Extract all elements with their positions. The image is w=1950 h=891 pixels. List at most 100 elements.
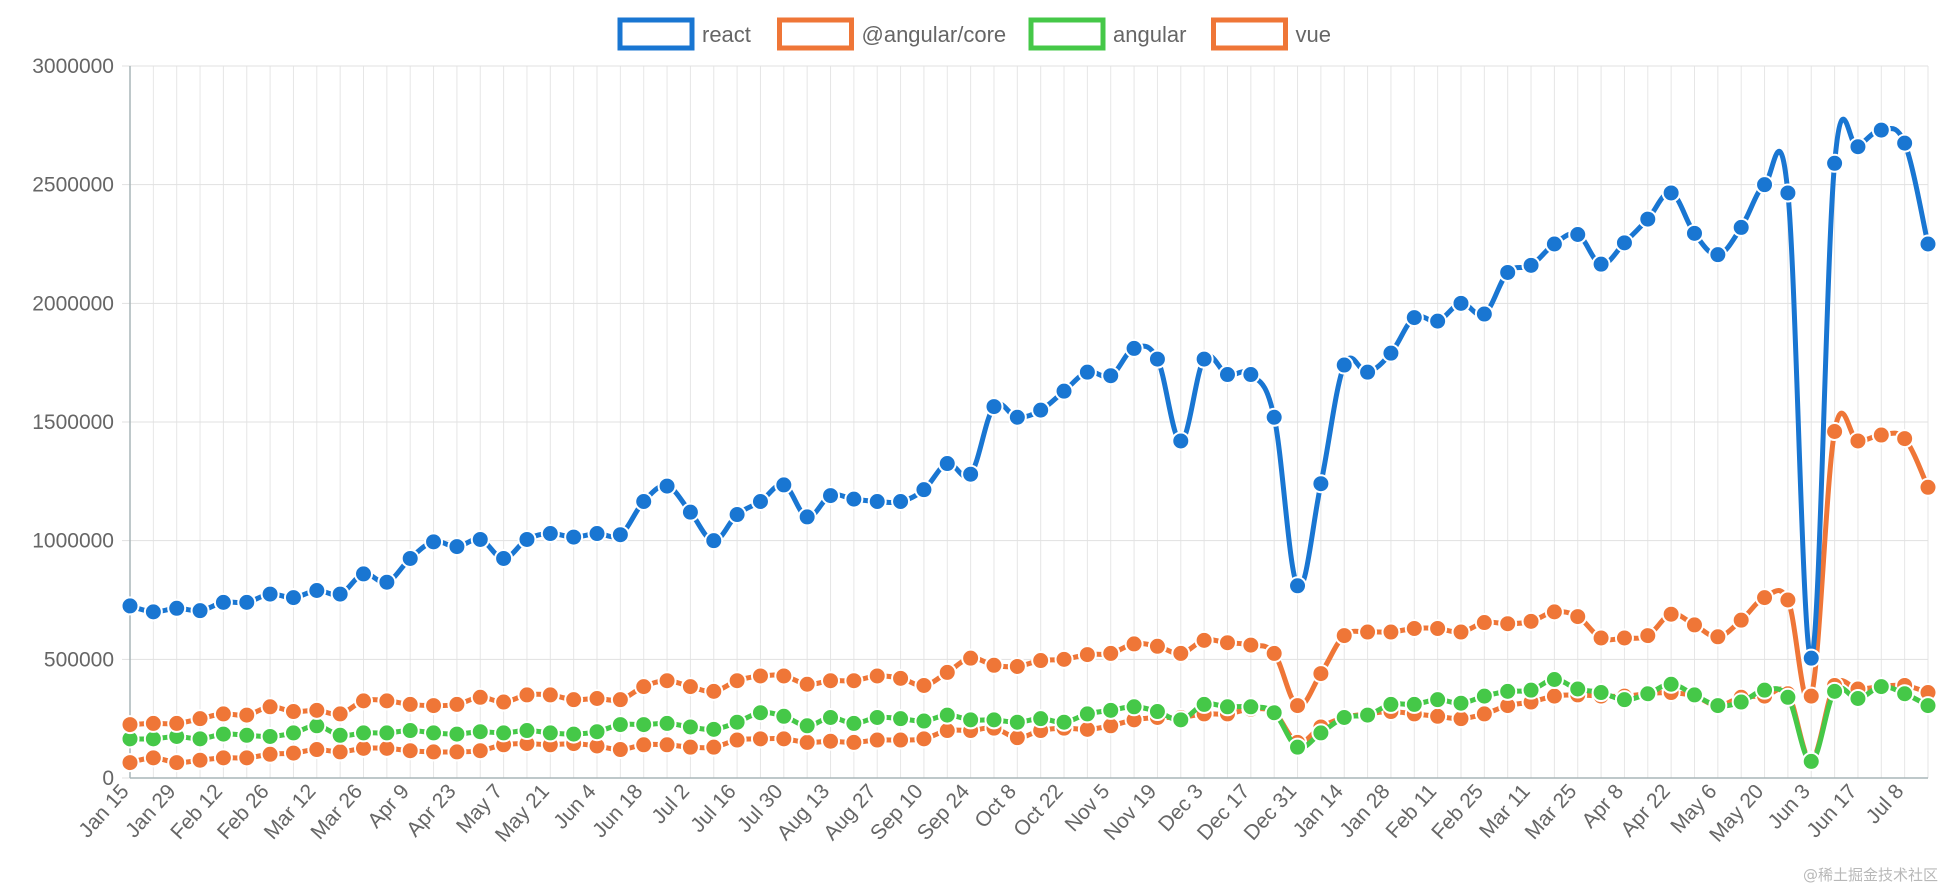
data-point-vue	[657, 735, 677, 755]
data-point-angular	[1404, 694, 1424, 714]
data-point-angular	[400, 721, 420, 741]
data-point-react	[1171, 431, 1191, 451]
data-point-angular-core	[377, 691, 397, 711]
data-point-angular-core	[1147, 636, 1167, 656]
data-point-angular-core	[704, 681, 724, 701]
data-point-angular-core	[1381, 622, 1401, 642]
data-point-react	[1428, 311, 1448, 331]
data-point-angular-core	[1288, 696, 1308, 716]
y-tick-label: 2000000	[32, 292, 114, 315]
data-point-angular-core	[1544, 602, 1564, 622]
data-point-react	[283, 588, 303, 608]
data-point-angular	[1147, 702, 1167, 722]
data-point-react	[657, 476, 677, 496]
data-point-angular	[1474, 686, 1494, 706]
data-point-vue	[891, 730, 911, 750]
legend-swatch	[777, 17, 854, 51]
data-point-angular-core	[1731, 610, 1751, 630]
data-point-angular	[1311, 723, 1331, 743]
x-tick-label: Jun 18	[588, 780, 647, 842]
data-point-angular-core	[984, 655, 1004, 675]
data-point-vue	[750, 729, 770, 749]
x-tick-label: Jan 14	[1289, 780, 1348, 842]
data-point-angular	[447, 724, 467, 744]
data-point-angular-core	[470, 687, 490, 707]
legend-item-angular: angular	[1028, 17, 1186, 51]
data-point-react	[774, 475, 794, 495]
data-point-angular-core	[727, 671, 747, 691]
data-point-angular-core	[1007, 656, 1027, 676]
data-point-angular	[1241, 697, 1261, 717]
data-point-react	[1077, 362, 1097, 382]
data-point-react	[1848, 137, 1868, 157]
legend-swatch	[1028, 17, 1106, 51]
data-point-angular	[750, 703, 770, 723]
data-point-angular-core	[1755, 588, 1775, 608]
data-point-react	[564, 527, 584, 547]
data-point-angular	[1591, 683, 1611, 703]
data-point-angular-core	[354, 691, 374, 711]
data-point-react	[167, 598, 187, 618]
x-tick-label: Jul 16	[686, 780, 741, 837]
data-point-react	[377, 572, 397, 592]
data-point-angular-core	[797, 674, 817, 694]
data-point-angular	[867, 707, 887, 727]
data-point-angular-core	[680, 677, 700, 697]
data-point-angular	[213, 724, 233, 744]
data-point-angular-core	[564, 690, 584, 710]
legend-swatch	[1211, 17, 1288, 51]
data-point-react	[1614, 233, 1634, 253]
data-point-vue	[424, 742, 444, 762]
data-point-angular-core	[143, 713, 163, 733]
data-point-react	[424, 532, 444, 552]
data-point-react	[470, 529, 490, 549]
data-point-react	[750, 492, 770, 512]
data-point-angular	[1918, 696, 1938, 716]
data-point-angular-core	[587, 688, 607, 708]
data-point-react	[610, 525, 630, 545]
data-point-angular	[1264, 703, 1284, 723]
data-point-vue	[797, 732, 817, 752]
data-point-angular-core	[1241, 635, 1261, 655]
data-point-angular-core	[937, 662, 957, 682]
data-point-react	[914, 480, 934, 500]
data-point-vue	[447, 742, 467, 762]
data-point-vue	[307, 740, 327, 760]
data-point-react	[213, 592, 233, 612]
data-point-angular-core	[540, 685, 560, 705]
data-point-vue	[610, 740, 630, 760]
data-point-vue	[727, 730, 747, 750]
data-point-angular	[680, 717, 700, 737]
data-point-angular-core	[1825, 421, 1845, 441]
series-line-react	[127, 116, 1931, 661]
data-point-angular	[1614, 690, 1634, 710]
data-point-angular	[540, 723, 560, 743]
data-point-angular-core	[400, 694, 420, 714]
data-point-angular-core	[1684, 615, 1704, 635]
data-point-angular	[1124, 697, 1144, 717]
data-point-angular-core	[424, 696, 444, 716]
x-tick-label: Sep 24	[913, 780, 975, 845]
data-point-angular	[494, 723, 514, 743]
data-point-angular	[283, 723, 303, 743]
data-point-react	[704, 531, 724, 551]
x-tick-label: Jul 8	[1862, 780, 1909, 828]
data-point-react	[937, 454, 957, 474]
data-point-react	[727, 505, 747, 525]
data-point-react	[1638, 209, 1658, 229]
data-point-react	[1474, 304, 1494, 324]
data-point-vue	[844, 732, 864, 752]
data-point-angular	[1451, 693, 1471, 713]
data-point-react	[1031, 400, 1051, 420]
x-tick-label: Dec 31	[1240, 780, 1302, 845]
data-point-angular	[1381, 694, 1401, 714]
data-point-angular	[1708, 696, 1728, 716]
data-point-react	[1498, 262, 1518, 282]
data-point-angular-core	[190, 709, 210, 729]
data-point-angular-core	[1895, 429, 1915, 449]
data-point-angular-core	[1428, 618, 1448, 638]
data-point-vue	[774, 729, 794, 749]
data-point-angular	[984, 710, 1004, 730]
data-point-angular	[1428, 690, 1448, 710]
